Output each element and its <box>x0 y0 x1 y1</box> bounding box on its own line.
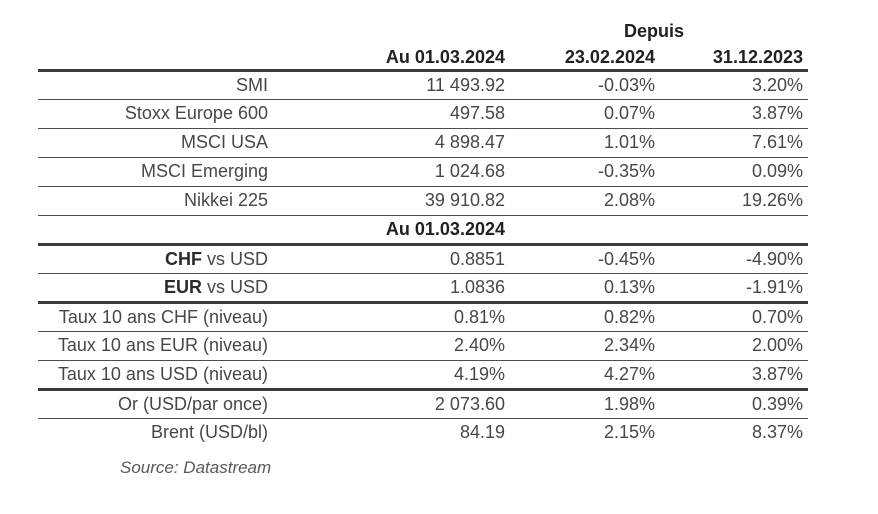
row-since2: 3.20% <box>751 74 804 95</box>
column-header-value: Au 01.03.2024 <box>385 46 505 67</box>
table-row-eur-usd: EUR vs USD 1.0836 0.13% -1.91% <box>38 273 809 302</box>
row-since2: 3.87% <box>751 103 804 123</box>
row-since2: 8.37% <box>751 422 804 443</box>
empty-cell <box>38 215 278 244</box>
table-row-rate-chf: Taux 10 ans CHF (niveau) 0.81% 0.82% 0.7… <box>38 302 809 331</box>
section-divider-row: Au 01.03.2024 <box>38 215 809 244</box>
row-since2: -4.90% <box>745 248 804 269</box>
row-value: 0.8851 <box>449 248 505 269</box>
row-since1: 1.98% <box>603 393 655 414</box>
row-since2: 7.61% <box>751 132 804 152</box>
row-label: EUR vs USD <box>38 273 278 302</box>
row-since1: 0.13% <box>603 276 655 297</box>
row-since2: 3.87% <box>751 363 804 384</box>
depuis-header: Depuis <box>624 20 685 41</box>
row-value: 39 910.82 <box>424 190 505 210</box>
row-since1: 1.01% <box>603 132 655 152</box>
table-row-chf-usd: CHF vs USD 0.8851 -0.45% -4.90% <box>38 244 809 273</box>
table-row-gold: Or (USD/par once) 2 073.60 1.98% 0.39% <box>38 389 809 418</box>
section-divider-header: Au 01.03.2024 <box>385 218 505 239</box>
row-since1: 2.08% <box>603 190 655 210</box>
row-since1: -0.35% <box>597 161 655 181</box>
column-header-row: Au 01.03.2024 23.02.2024 31.12.2023 <box>38 46 809 70</box>
source-note: Source: Datastream <box>120 458 272 477</box>
row-since2: 19.26% <box>741 190 804 210</box>
empty-cell <box>38 46 278 70</box>
row-value: 4 898.47 <box>434 132 505 152</box>
row-value: 11 493.92 <box>426 74 505 95</box>
row-label: Nikkei 225 <box>183 190 268 210</box>
row-label: SMI <box>235 74 268 95</box>
row-since1: 0.07% <box>603 103 655 123</box>
row-since2: 0.09% <box>751 161 804 181</box>
row-since2: 0.70% <box>751 306 804 327</box>
depuis-header-row: Depuis <box>38 16 808 46</box>
table-row-msci-emerging: MSCI Emerging 1 024.68 -0.35% 0.09% <box>38 157 809 186</box>
table-row-rate-eur: Taux 10 ans EUR (niveau) 2.40% 2.34% 2.0… <box>38 331 809 360</box>
row-since1: 2.34% <box>603 335 655 355</box>
row-value: 2 073.60 <box>434 393 505 414</box>
currency-code: EUR <box>163 276 202 297</box>
table-row-msci-usa: MSCI USA 4 898.47 1.01% 7.61% <box>38 128 809 157</box>
table-row-nikkei: Nikkei 225 39 910.82 2.08% 19.26% <box>38 186 809 215</box>
empty-cell <box>508 215 658 244</box>
row-label: CHF vs USD <box>38 244 278 273</box>
row-since1: -0.03% <box>597 74 655 95</box>
market-data-table: Depuis Au 01.03.2024 23.02.2024 31.12.20… <box>38 16 809 447</box>
empty-cell <box>658 215 808 244</box>
table-row-rate-usd: Taux 10 ans USD (niveau) 4.19% 4.27% 3.8… <box>38 360 809 389</box>
currency-pair-rest: vs USD <box>201 276 268 297</box>
table-row-brent: Brent (USD/bl) 84.19 2.15% 8.37% <box>38 418 808 447</box>
row-value: 0.81% <box>453 306 505 327</box>
row-value: 84.19 <box>459 422 505 443</box>
row-since1: 0.82% <box>603 306 655 327</box>
table-row-stoxx: Stoxx Europe 600 497.58 0.07% 3.87% <box>38 99 809 128</box>
row-label: Stoxx Europe 600 <box>124 103 268 123</box>
row-value: 497.58 <box>449 103 505 123</box>
row-since1: 2.15% <box>603 422 655 443</box>
row-value: 2.40% <box>453 335 505 355</box>
row-label: MSCI USA <box>180 132 268 152</box>
empty-cell <box>38 16 508 46</box>
row-value: 1 024.68 <box>434 161 505 181</box>
row-label: Taux 10 ans EUR (niveau) <box>57 335 268 355</box>
column-header-since1: 23.02.2024 <box>564 46 655 67</box>
currency-code: CHF <box>164 248 202 269</box>
row-since1: 4.27% <box>603 363 655 384</box>
table-row-smi: SMI 11 493.92 -0.03% 3.20% <box>38 70 809 99</box>
row-label: Taux 10 ans CHF (niveau) <box>58 306 268 327</box>
row-label: Taux 10 ans USD (niveau) <box>57 363 268 384</box>
currency-pair-rest: vs USD <box>201 248 268 269</box>
row-since2: -1.91% <box>745 276 804 297</box>
row-value: 4.19% <box>453 363 505 384</box>
row-label: MSCI Emerging <box>140 161 268 181</box>
row-since2: 2.00% <box>751 335 804 355</box>
row-since2: 0.39% <box>751 393 804 414</box>
row-value: 1.0836 <box>449 276 505 297</box>
row-since1: -0.45% <box>597 248 655 269</box>
column-header-since2: 31.12.2023 <box>712 46 804 67</box>
row-label: Brent (USD/bl) <box>150 422 268 443</box>
row-label: Or (USD/par once) <box>117 393 268 414</box>
